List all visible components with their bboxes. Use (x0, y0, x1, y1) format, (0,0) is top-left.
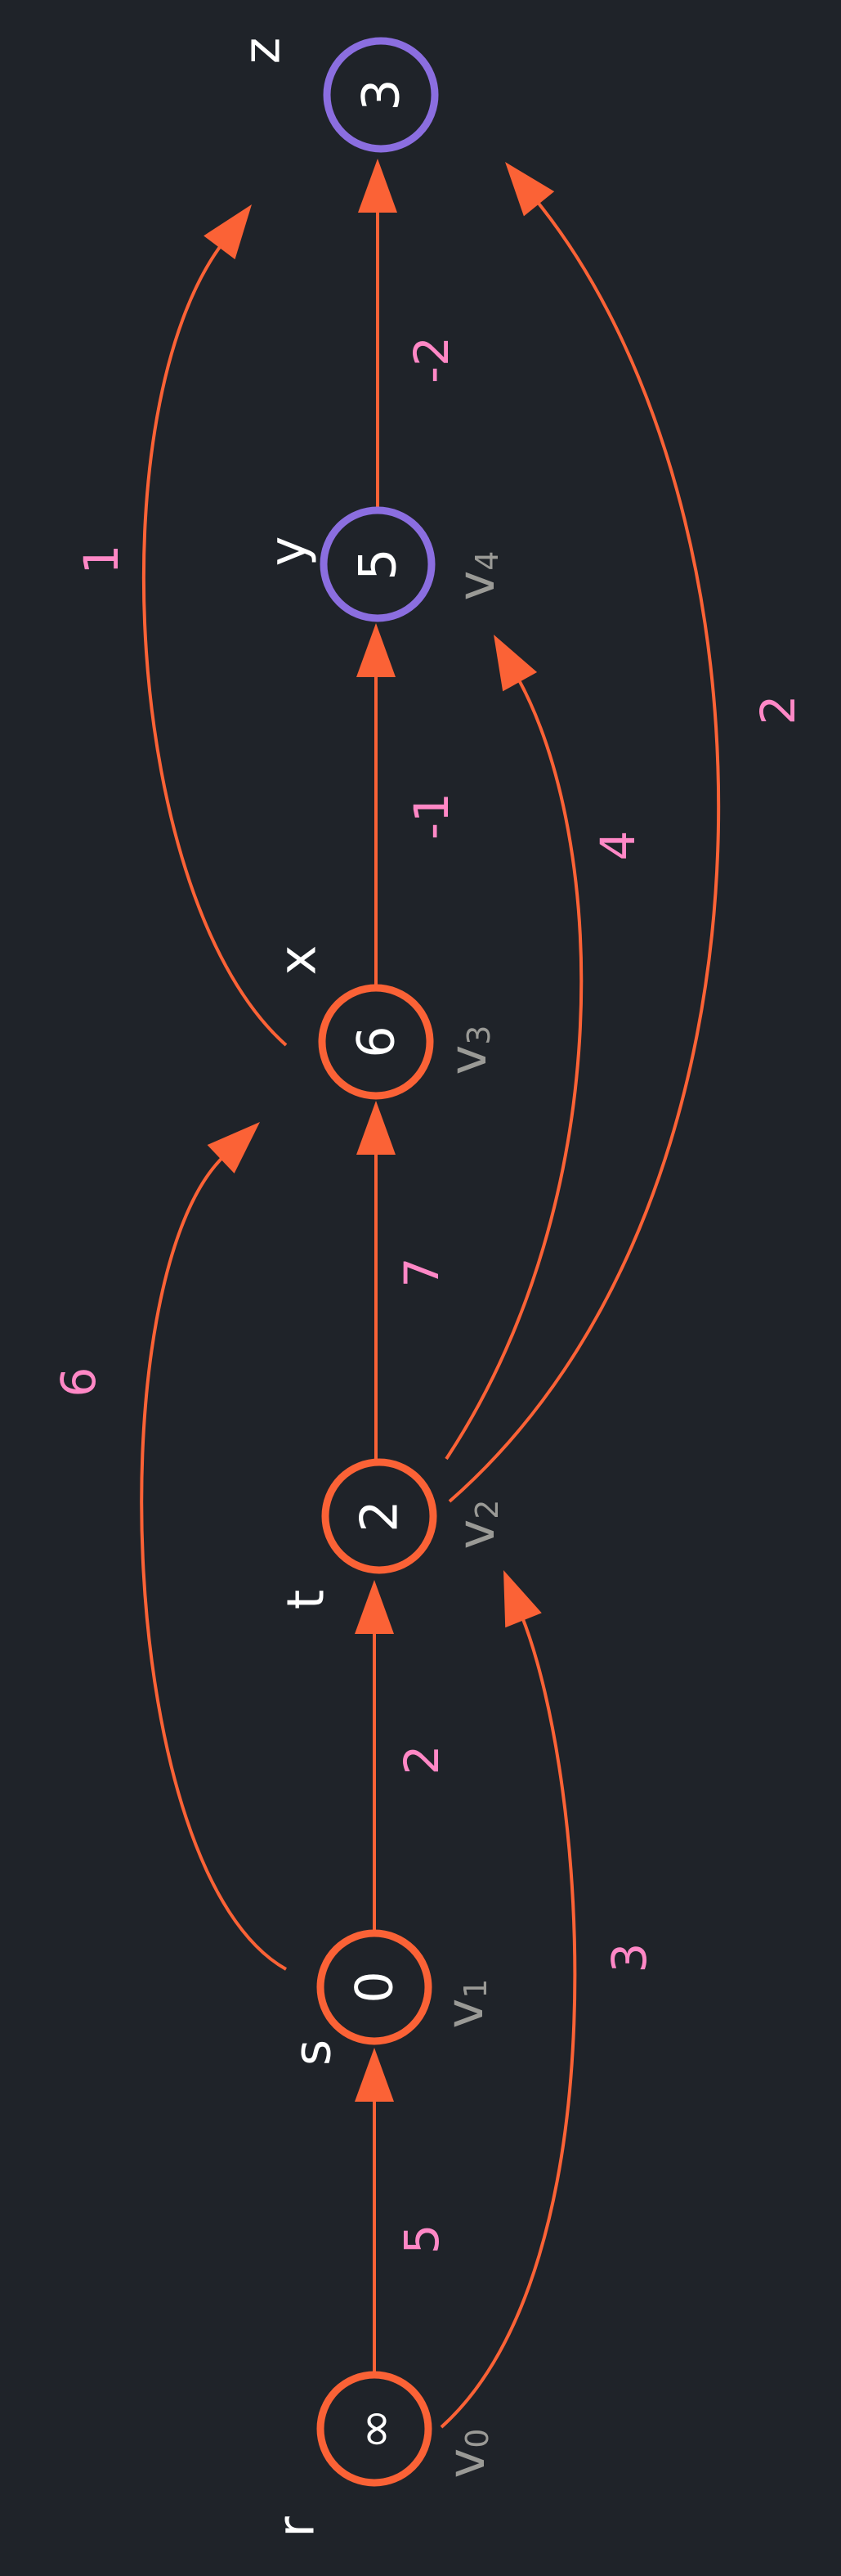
node-index-y: v4 (446, 551, 506, 601)
node-index-letter-r: v (436, 2448, 496, 2479)
edge-weight-t-y: 4 (590, 831, 646, 861)
node-value-s: 0 (345, 1971, 405, 2003)
edge-weight-x-z: 1 (74, 545, 129, 575)
edge-y-z (358, 159, 397, 507)
edge-line-s-x (140, 1154, 287, 1971)
node-ring-r (316, 2371, 432, 2487)
arrowhead-t-z (505, 162, 555, 217)
node-index-sub-r: 0 (459, 2429, 495, 2448)
node-ring-y (320, 506, 436, 622)
node-name-z: z (232, 38, 292, 65)
edge-weight-s-x: 6 (51, 1367, 106, 1398)
edge-line-x-z (141, 242, 288, 1047)
node-name-x: x (268, 945, 328, 976)
node-value-t: 2 (350, 1500, 409, 1532)
edge-weight-s-t: 2 (394, 1745, 450, 1775)
edge-weight-y-z: -2 (404, 336, 459, 384)
node-ring-s (316, 1929, 432, 2045)
edge-x-z (141, 204, 288, 1047)
node-ring-x (318, 984, 434, 1100)
edge-weight-t-z: 2 (750, 695, 806, 725)
node-value-y: 5 (348, 548, 408, 580)
node-name-r: r (266, 2516, 326, 2538)
arrowhead-t-y (494, 635, 538, 692)
node-index-x: v3 (438, 1025, 498, 1075)
node-index-r: v0 (436, 2429, 496, 2479)
node-name-t: t (276, 1590, 336, 1609)
node-index-sub-t: 2 (469, 1500, 505, 1519)
weights-layer: 5 2 7 -1 -2 3 6 1 4 2 (51, 336, 806, 2254)
node-index-letter-y: v (446, 571, 506, 601)
arrowhead-r-t (503, 1570, 542, 1628)
node-z: 3z (232, 37, 439, 153)
arrowhead-x-y (356, 623, 396, 677)
edge-weight-r-s: 5 (394, 2224, 450, 2255)
edge-s-x (140, 1122, 287, 1971)
edge-weight-x-y: -1 (404, 792, 459, 840)
node-name-y: y (258, 536, 318, 567)
node-s: 0 s v1 (283, 1929, 494, 2066)
arrowhead-t-x (356, 1101, 396, 1155)
node-ring-t (321, 1458, 437, 1574)
edge-r-s (355, 2048, 394, 2372)
arrowhead-x-z (204, 204, 252, 260)
edge-line-t-y (445, 676, 584, 1461)
node-index-letter-s: v (435, 1999, 494, 2029)
node-value-x: 6 (347, 1025, 406, 1057)
node-index-s: v1 (435, 1979, 494, 2029)
edge-line-r-t (440, 1614, 577, 2429)
edge-t-x (356, 1101, 396, 1461)
node-name-s: s (283, 2040, 342, 2066)
arrowhead-s-t (355, 1580, 394, 1634)
node-value-r: ∞ (345, 2408, 405, 2450)
arrowhead-r-s (355, 2048, 394, 2102)
node-index-sub-s: 1 (458, 1979, 494, 1999)
edges-layer (140, 159, 721, 2429)
edge-t-z (448, 162, 721, 1503)
edge-line-t-z (448, 199, 721, 1503)
node-value-z: 3 (351, 79, 411, 110)
node-x: 6 x v3 (268, 945, 498, 1100)
node-y: 5y v4 (258, 506, 506, 622)
arrowhead-s-x (207, 1122, 260, 1174)
edge-r-t (440, 1570, 577, 2429)
edge-t-y (445, 635, 584, 1461)
node-index-letter-t: v (446, 1519, 506, 1550)
node-index-sub-x: 3 (461, 1025, 497, 1045)
edge-weight-r-t: 3 (602, 1943, 657, 1973)
edge-x-y (356, 623, 396, 986)
node-index-letter-x: v (438, 1045, 498, 1075)
node-index-sub-y: 4 (469, 551, 505, 571)
arrowhead-y-z (358, 159, 397, 213)
node-index-t: v2 (446, 1500, 506, 1550)
node-ring-z (323, 37, 439, 153)
node-r: ∞ r v0 (266, 2371, 496, 2538)
edge-weight-t-x: 7 (394, 1258, 450, 1288)
edge-s-t (355, 1580, 394, 1932)
